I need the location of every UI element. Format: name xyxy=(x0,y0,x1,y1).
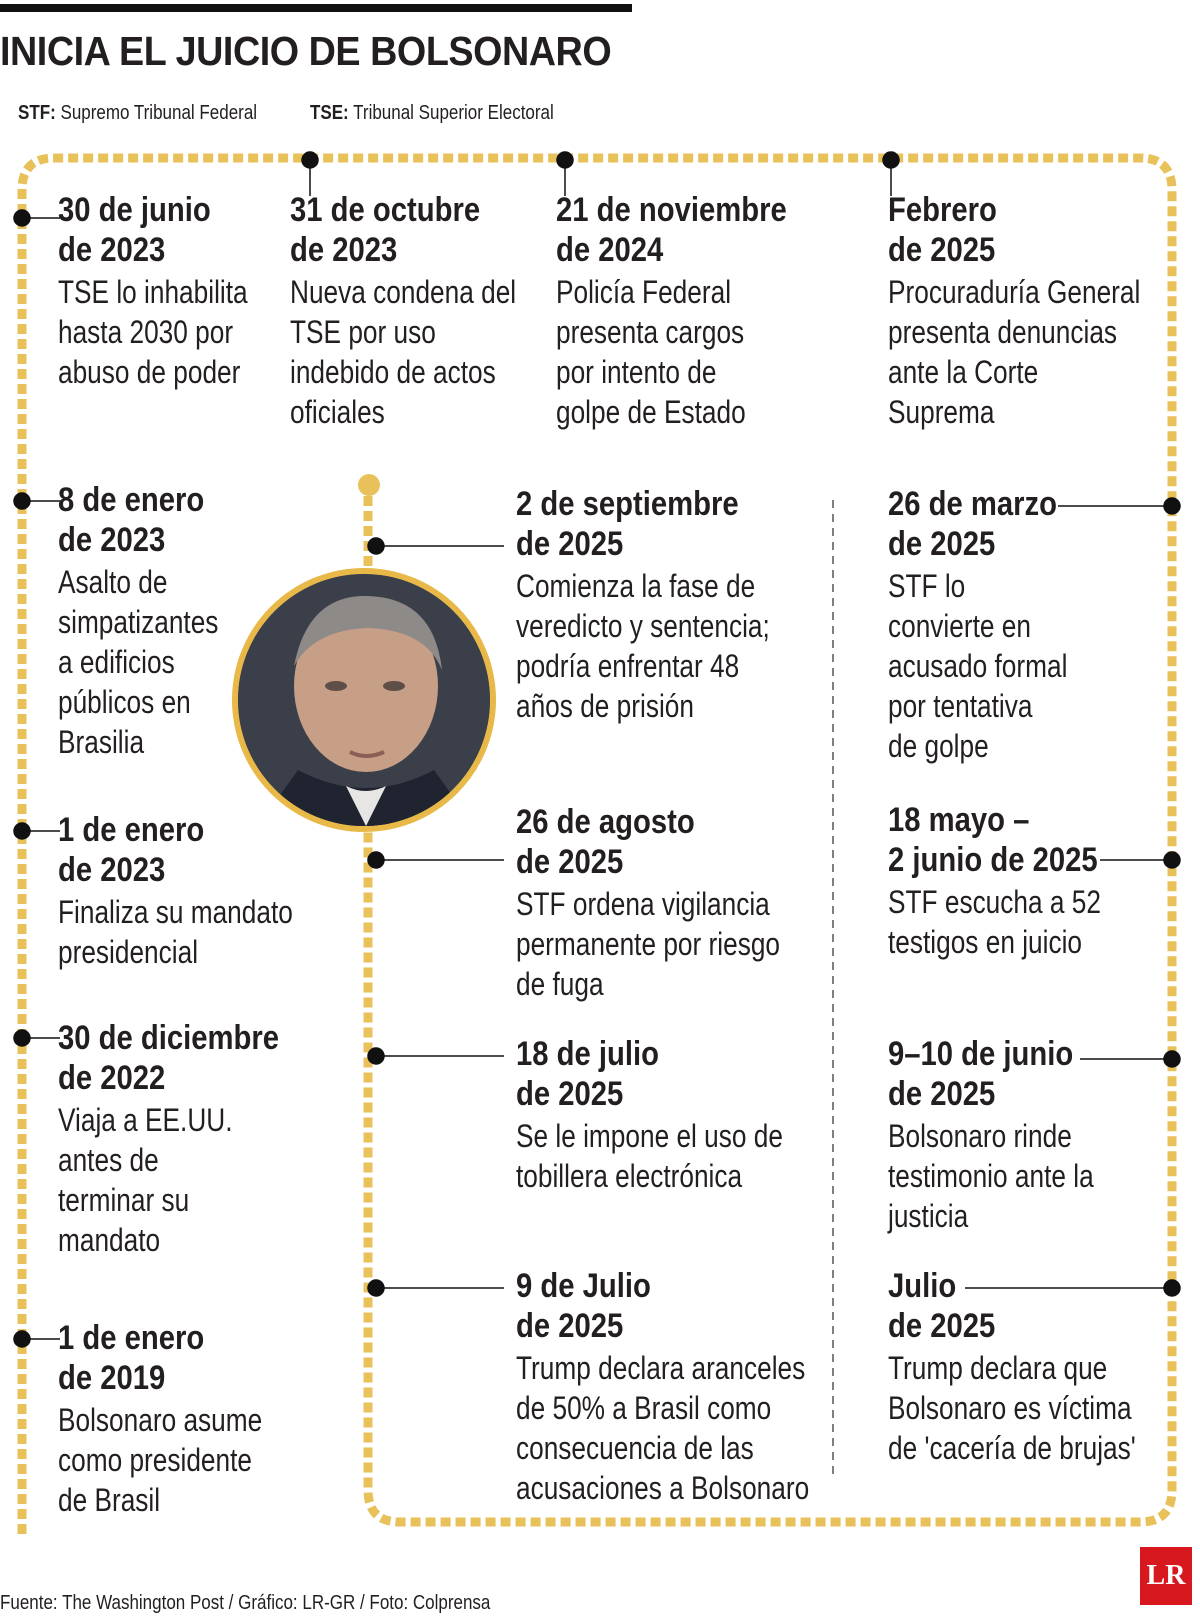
event-26-marzo-2025: 26 de marzo de 2025 STF lo convierte en acu… xyxy=(888,484,1188,766)
event-date: 30 de diciembre de 2022 xyxy=(58,1019,280,1097)
event-date: 2 de septiembre de 2025 xyxy=(516,485,739,563)
legend-tse: TSE: Tribunal Superior Electoral xyxy=(310,102,554,125)
event-date: 26 de marzo de 2025 xyxy=(888,485,1058,563)
legend-stf: STF: Supremo Tribunal Federal xyxy=(18,102,257,125)
event-30-junio-2023: 30 de junio de 2023 TSE lo inhabilita hast… xyxy=(58,190,358,392)
event-date: 18 mayo –2 junio de 2025 xyxy=(888,801,1098,879)
event-26-agosto-2025: 26 de agosto de 2025 STF ordena vigilanci… xyxy=(516,802,816,1004)
event-9-10-junio-2025: 9–10 de junio de 2025 Bolsonaro rinde test… xyxy=(888,1034,1188,1236)
timeline-dot xyxy=(367,1279,385,1297)
event-date: 21 de noviembre de 2024 xyxy=(556,191,787,269)
event-description: Bolsonaro asume como presidente de Brasil xyxy=(58,1402,263,1518)
event-date: 18 de julio de 2025 xyxy=(516,1035,659,1113)
timeline-dot xyxy=(13,822,31,840)
event-9-julio-2025: 9 de Julio de 2025 Trump declara arancele… xyxy=(516,1266,816,1508)
event-31-octubre-2023: 31 de octubre de 2023 Nueva condena del TS… xyxy=(290,190,590,432)
legend-text: Tribunal Superior Electoral xyxy=(353,102,554,124)
source-credit: Fuente: The Washington Post / Gráfico: L… xyxy=(0,1592,491,1614)
event-description: STF ordena vigilancia permanente por ries… xyxy=(516,886,781,1002)
timeline-dot xyxy=(367,851,385,869)
event-date: 30 de junio de 2023 xyxy=(58,191,211,269)
event-description: Viaja a EE.UU. antes de terminar su mandato xyxy=(58,1102,233,1258)
event-1-enero-2023: 1 de enero de 2023 Finaliza su mandato pre… xyxy=(58,810,358,972)
event-description: Procuraduría General presenta denuncias an… xyxy=(888,274,1141,430)
legend-abbr: TSE: xyxy=(310,102,349,124)
event-description: STF escucha a 52 testigos en juicio xyxy=(888,884,1101,960)
timeline-dot xyxy=(367,1047,385,1065)
event-date: Febrero de 2025 xyxy=(888,191,997,269)
event-description: Asalto de simpatizantes a edificios público… xyxy=(58,564,219,760)
event-18-julio-2025: 18 de julio de 2025 Se le impone el uso d… xyxy=(516,1034,816,1196)
event-2-septiembre-2025: 2 de septiembre de 2025 Comienza la fase … xyxy=(516,484,816,726)
event-date: 26 de agosto de 2025 xyxy=(516,803,695,881)
event-date: 9 de Julio de 2025 xyxy=(516,1267,651,1345)
timeline-track-outer xyxy=(17,153,1177,1534)
event-description: Trump declara aranceles de 50% a Brasil c… xyxy=(516,1350,810,1506)
event-description: Comienza la fase de veredicto y sentencia… xyxy=(516,568,770,724)
timeline-dot xyxy=(13,1029,31,1047)
timeline-start-dot xyxy=(358,474,380,496)
timeline-dot xyxy=(1163,851,1181,869)
portrait-illustration xyxy=(238,574,490,826)
timeline-dot xyxy=(1163,497,1181,515)
event-description: TSE lo inhabilita hasta 2030 por abuso de … xyxy=(58,274,248,390)
event-description: Policía Federal presenta cargos por intent… xyxy=(556,274,746,430)
event-date: 1 de enero de 2019 xyxy=(58,1319,205,1397)
event-21-noviembre-2024: 21 de noviembre de 2024 Policía Federal pr… xyxy=(556,190,856,432)
page-title: INICIA EL JUICIO DE BOLSONARO xyxy=(0,28,612,74)
event-febrero-2025: Febrero de 2025 Procuraduría General prese… xyxy=(888,190,1188,432)
timeline-dot xyxy=(13,1330,31,1348)
event-8-enero-2023: 8 de enero de 2023 Asalto de simpatizantes… xyxy=(58,480,358,762)
event-description: Bolsonaro rinde testimonio ante la justici… xyxy=(888,1118,1094,1234)
event-date: 31 de octubre de 2023 xyxy=(290,191,481,269)
event-date: 1 de enero de 2023 xyxy=(58,811,205,889)
event-julio-2025: Julio de 2025 Trump declara que Bolsonaro … xyxy=(888,1266,1188,1468)
legend-abbr: STF: xyxy=(18,102,56,124)
timeline-dot xyxy=(13,209,31,227)
event-description: Se le impone el uso de tobillera electrón… xyxy=(516,1118,783,1194)
event-description: STF lo convierte en acusado formal por tent… xyxy=(888,568,1068,764)
legend-text: Supremo Tribunal Federal xyxy=(60,102,258,124)
event-1-enero-2019: 1 de enero de 2019 Bolsonaro asume como pr… xyxy=(58,1318,358,1520)
top-rule xyxy=(0,4,632,12)
event-date: Julio de 2025 xyxy=(888,1267,996,1345)
timeline-dot xyxy=(301,151,319,169)
event-date: 9–10 de junio de 2025 xyxy=(888,1035,1074,1113)
bolsonaro-photo xyxy=(232,568,496,832)
event-18-mayo-2-junio-2025: 18 mayo –2 junio de 2025 STF escucha a 5… xyxy=(888,800,1188,962)
lr-logo: LR xyxy=(1140,1547,1192,1605)
timeline-dot xyxy=(882,151,900,169)
event-description: Nueva condena del TSE por uso indebido de … xyxy=(290,274,517,430)
event-description: Trump declara que Bolsonaro es víctima de … xyxy=(888,1350,1136,1466)
event-description: Finaliza su mandato presidencial xyxy=(58,894,293,970)
timeline-dot xyxy=(367,537,385,555)
event-30-diciembre-2022: 30 de diciembre de 2022 Viaja a EE.UU. ant… xyxy=(58,1018,358,1260)
event-date: 8 de enero de 2023 xyxy=(58,481,205,559)
timeline-dot xyxy=(1163,1279,1181,1297)
timeline-dot xyxy=(1163,1050,1181,1068)
timeline-dot xyxy=(556,151,574,169)
timeline-dot xyxy=(13,492,31,510)
